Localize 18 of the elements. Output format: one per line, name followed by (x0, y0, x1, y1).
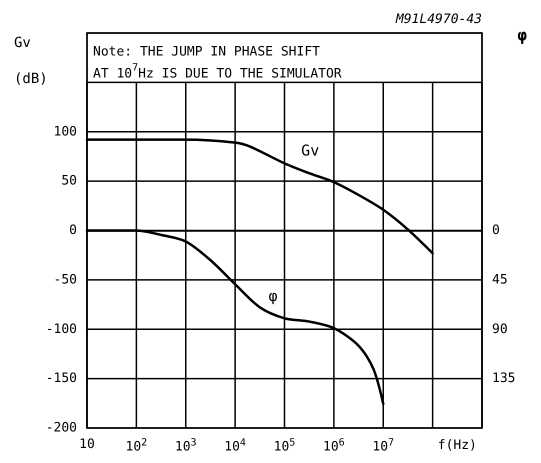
series-label: φ (268, 286, 278, 305)
y2-tick-label: 45 (492, 272, 508, 288)
text: M91L4970-43 (394, 12, 482, 27)
y-tick-label: -200 (46, 420, 77, 436)
y-tick-label: 100 (54, 124, 77, 140)
x-tick-label: 10 (79, 437, 95, 452)
x-axis-title: f(Hz) (438, 438, 477, 453)
series-label: Gv (301, 142, 320, 160)
y2-tick-label: 135 (492, 371, 516, 386)
y2-axis-title: φ (517, 26, 528, 44)
y2-tick-label: 90 (492, 322, 508, 337)
y-tick-label: 0 (69, 223, 77, 238)
text: Gv (dB) (14, 35, 48, 87)
y-tick-label: -100 (46, 322, 77, 337)
y-tick-label: 50 (61, 174, 77, 189)
y-tick-label: -50 (54, 272, 77, 288)
y-tick-label: -150 (46, 371, 77, 386)
y2-tick-label: 0 (492, 223, 500, 238)
